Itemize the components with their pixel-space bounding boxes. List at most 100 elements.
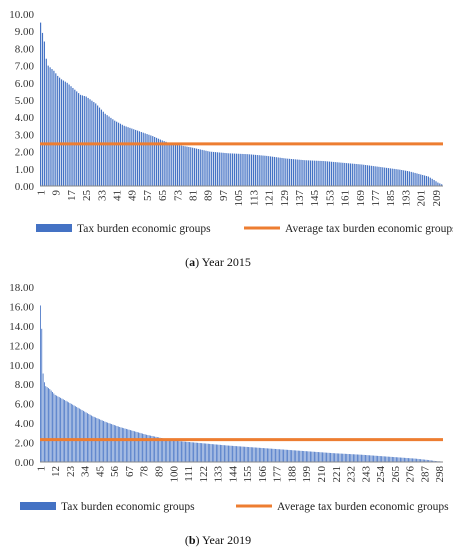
bar xyxy=(180,145,182,186)
bar xyxy=(68,402,70,462)
bar xyxy=(53,70,55,186)
bar xyxy=(366,455,368,462)
bar xyxy=(49,67,51,186)
x-tick-label: 111 xyxy=(183,466,195,482)
bar xyxy=(175,440,177,462)
legend-a: Tax burden economic groups Average tax b… xyxy=(36,223,453,235)
bar xyxy=(248,447,250,462)
bar xyxy=(428,460,430,462)
bar xyxy=(294,159,296,186)
bar xyxy=(368,165,371,186)
bar xyxy=(239,153,241,186)
bar xyxy=(187,441,189,462)
x-tick-label: 129 xyxy=(279,189,291,206)
bar xyxy=(230,445,232,462)
bar xyxy=(272,448,274,462)
y-tick-label: 9.00 xyxy=(15,26,35,38)
bar xyxy=(387,168,390,186)
y-tick-label: 4.00 xyxy=(15,112,35,124)
bar xyxy=(144,133,146,186)
bar xyxy=(291,450,293,462)
x-tick-label: 73 xyxy=(172,190,184,202)
bar xyxy=(195,148,198,186)
bar xyxy=(221,444,223,462)
chart-panel-b: 0.00 2.00 4.00 6.00 8.00 10.00 12.00 14.00 16.00… xyxy=(9,282,449,547)
bar xyxy=(410,458,412,462)
bar xyxy=(193,442,194,462)
bar xyxy=(205,150,207,186)
bar xyxy=(66,82,68,186)
x-tick-label: 287 xyxy=(419,466,431,483)
bar xyxy=(289,450,291,462)
bar xyxy=(121,427,123,462)
bar xyxy=(161,140,163,186)
x-tick-label: 188 xyxy=(286,466,298,483)
bar xyxy=(348,454,350,462)
bar xyxy=(340,162,342,186)
bar xyxy=(44,382,45,462)
bar xyxy=(344,162,346,186)
bar xyxy=(298,159,300,186)
bar xyxy=(237,153,239,186)
x-tick-label: 232 xyxy=(346,466,358,483)
bar xyxy=(224,445,225,462)
bar xyxy=(144,434,146,462)
bar xyxy=(64,81,66,186)
bar xyxy=(249,154,251,186)
bar xyxy=(85,412,87,462)
bar xyxy=(230,153,232,186)
bar xyxy=(439,183,441,186)
bar xyxy=(54,394,56,462)
bar xyxy=(253,447,255,462)
bar xyxy=(105,422,107,462)
bar xyxy=(317,160,319,186)
bar xyxy=(306,160,308,186)
bar xyxy=(418,173,420,186)
bar xyxy=(394,457,396,462)
bar xyxy=(250,447,252,462)
bar xyxy=(62,399,64,462)
bar xyxy=(353,454,354,462)
bar xyxy=(87,97,89,186)
bar xyxy=(256,155,258,186)
y-tick-label: 6.00 xyxy=(15,78,35,90)
bar xyxy=(320,452,322,462)
bar xyxy=(205,443,207,462)
bar xyxy=(376,166,378,186)
bar xyxy=(140,433,142,462)
bar xyxy=(385,167,388,186)
bar xyxy=(172,440,174,462)
bar xyxy=(332,161,334,186)
bar xyxy=(408,458,409,462)
x-axis-b: 1 12 23 34 45 56 67 78 89 100 111 122 133 144 155 166 17… xyxy=(35,465,446,482)
bar xyxy=(171,143,173,186)
bar xyxy=(437,182,439,186)
bar xyxy=(70,86,72,186)
bar xyxy=(441,184,443,186)
bar xyxy=(201,443,203,462)
bar xyxy=(256,447,258,462)
bar xyxy=(83,95,85,186)
bar xyxy=(260,447,262,462)
bar xyxy=(138,432,139,462)
bar xyxy=(373,455,374,462)
bar xyxy=(344,453,346,462)
caption-letter-a: a xyxy=(189,255,195,269)
bar xyxy=(88,413,90,462)
bar xyxy=(314,451,315,462)
caption-letter-b: b xyxy=(189,533,196,547)
bar xyxy=(85,96,87,186)
bar xyxy=(353,163,355,186)
bar xyxy=(120,427,122,462)
bar xyxy=(338,162,340,186)
bar xyxy=(307,451,309,462)
bars-b xyxy=(40,305,443,463)
bar xyxy=(97,105,99,186)
bar xyxy=(431,178,433,186)
bar xyxy=(162,438,164,462)
bar xyxy=(339,453,341,462)
bar xyxy=(74,406,76,462)
bar xyxy=(41,328,43,462)
bar xyxy=(285,449,287,462)
x-tick-label: 67 xyxy=(124,466,136,478)
